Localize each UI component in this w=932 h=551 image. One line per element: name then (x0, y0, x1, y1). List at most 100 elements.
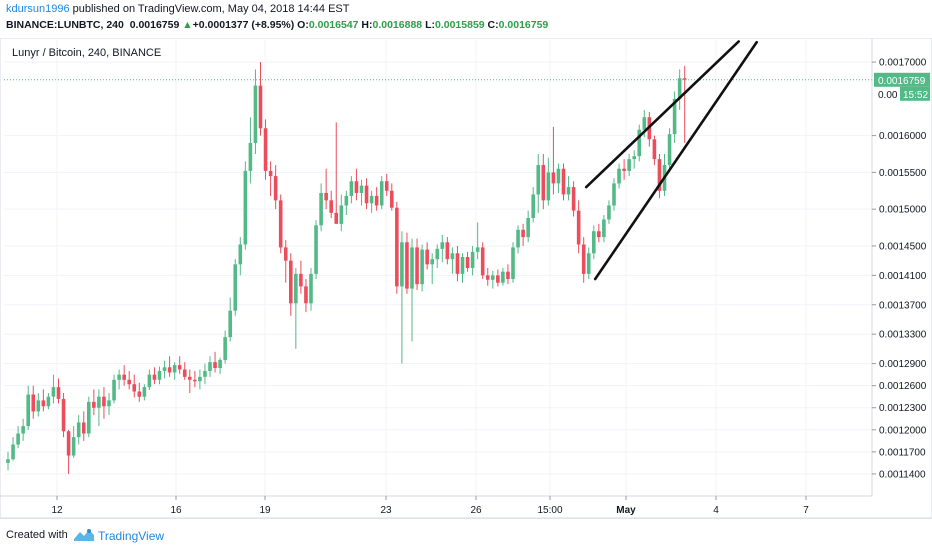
y-tick-label: 0.0013700 (879, 300, 927, 311)
candle-body (278, 200, 283, 248)
candle-body (324, 192, 328, 201)
candle-body (536, 165, 541, 195)
candle-body (632, 156, 636, 160)
candle-body (233, 264, 238, 311)
price-value: 0.0016759 (129, 19, 180, 31)
open-value: 0.0016547 (308, 19, 359, 31)
candle-body (450, 253, 455, 260)
candle-body (81, 422, 86, 434)
candle-body (405, 242, 409, 289)
candle-body (400, 242, 404, 287)
x-tick-label: 7 (803, 505, 809, 516)
candle-body (511, 247, 515, 280)
candle-body (597, 231, 601, 238)
candle-body (188, 376, 192, 380)
candle-body (475, 247, 480, 252)
price-chart[interactable]: Lunyr / Bitcoin, 240, BINANCE 0.0017000 0.… (0, 37, 932, 519)
candle-body (334, 212, 339, 224)
candle-body (354, 181, 359, 193)
candle-body (56, 387, 61, 399)
candle-body (465, 256, 470, 268)
tradingview-link[interactable]: TradingView (98, 529, 165, 543)
trendline-1 (584, 40, 741, 189)
candle-body (304, 286, 308, 304)
y-tick-label: 0.0012300 (879, 403, 927, 414)
candle-body (31, 394, 36, 412)
candle-body (526, 217, 530, 238)
candle-body (617, 168, 621, 184)
candle-body (314, 225, 318, 274)
chart-background (0, 37, 932, 519)
low-value: 0.0015859 (434, 19, 485, 31)
candle-body (309, 273, 313, 304)
candle-body (395, 207, 399, 287)
candle-body (76, 422, 81, 438)
candle-body (410, 247, 414, 289)
candle-body (92, 401, 96, 408)
candle-body (677, 78, 682, 99)
candle-body (455, 253, 460, 274)
candle-body (208, 362, 212, 371)
candle-body (496, 275, 500, 283)
candle-body (46, 396, 51, 407)
candle-body (571, 187, 576, 211)
trendline-2 (593, 40, 758, 281)
x-tick-label: 16 (170, 505, 182, 516)
candle-body (66, 431, 71, 456)
author-link[interactable]: kdursun1996 (6, 3, 70, 15)
candle-body (551, 172, 556, 184)
candle-body (243, 170, 248, 245)
y-tick-label: 0.0016000 (879, 131, 927, 142)
candle-body (87, 401, 91, 434)
change-value: +0.0001377 (+8.95%) (192, 19, 295, 31)
close-value: 0.0016759 (498, 19, 549, 31)
candle-body (374, 195, 379, 206)
candle-body (425, 249, 429, 265)
countdown-badge (900, 86, 930, 101)
candle-body (369, 195, 374, 204)
tradingview-logo-icon (74, 529, 94, 541)
y-tick-label: 0.0015500 (879, 168, 927, 179)
candle-body (329, 200, 333, 213)
candle-body (379, 181, 384, 206)
candle-body (445, 242, 450, 260)
candle-body (491, 275, 495, 280)
candle-body (61, 398, 66, 432)
published-text: published on TradingView.com, May 04, 20… (72, 3, 350, 15)
y-tick-label: 0.0015000 (879, 205, 927, 216)
candle-body (637, 129, 642, 157)
candle-body (21, 426, 25, 434)
candle-body (238, 244, 243, 265)
candle-body (228, 310, 232, 338)
candle-body (319, 192, 323, 226)
ohlc-bar: BINANCE:LUNBTC, 240 0.0016759 ▲+0.000137… (6, 19, 548, 31)
candle-body (359, 185, 364, 193)
candle-body (622, 168, 626, 171)
candle-body (213, 362, 217, 369)
candle-body (299, 273, 303, 287)
candle-body (263, 128, 268, 171)
close-label: C: (487, 19, 499, 31)
candle-body (531, 194, 535, 218)
y-tick-label: 0.0012600 (879, 381, 927, 392)
candle-body (440, 242, 445, 249)
x-tick-label: 15:00 (537, 505, 562, 516)
high-value: 0.0016888 (372, 19, 423, 31)
candle-body (672, 98, 677, 135)
candle-body (415, 247, 419, 285)
candle-body (253, 85, 258, 143)
x-tick-label: May (616, 505, 636, 516)
candle-body (607, 205, 611, 220)
candle-body (667, 134, 672, 166)
open-label: O: (297, 19, 309, 31)
candle-body (506, 271, 510, 280)
publish-info: kdursun1996 published on TradingView.com… (6, 3, 349, 15)
candle-body (556, 168, 561, 184)
x-tick-label: 19 (259, 505, 271, 516)
x-tick-label: 12 (51, 505, 63, 516)
candle-body (268, 170, 273, 177)
up-arrow-icon: ▲ (182, 19, 193, 31)
candle-body (26, 394, 30, 427)
candle-body (586, 253, 591, 274)
candle-body (344, 195, 349, 206)
